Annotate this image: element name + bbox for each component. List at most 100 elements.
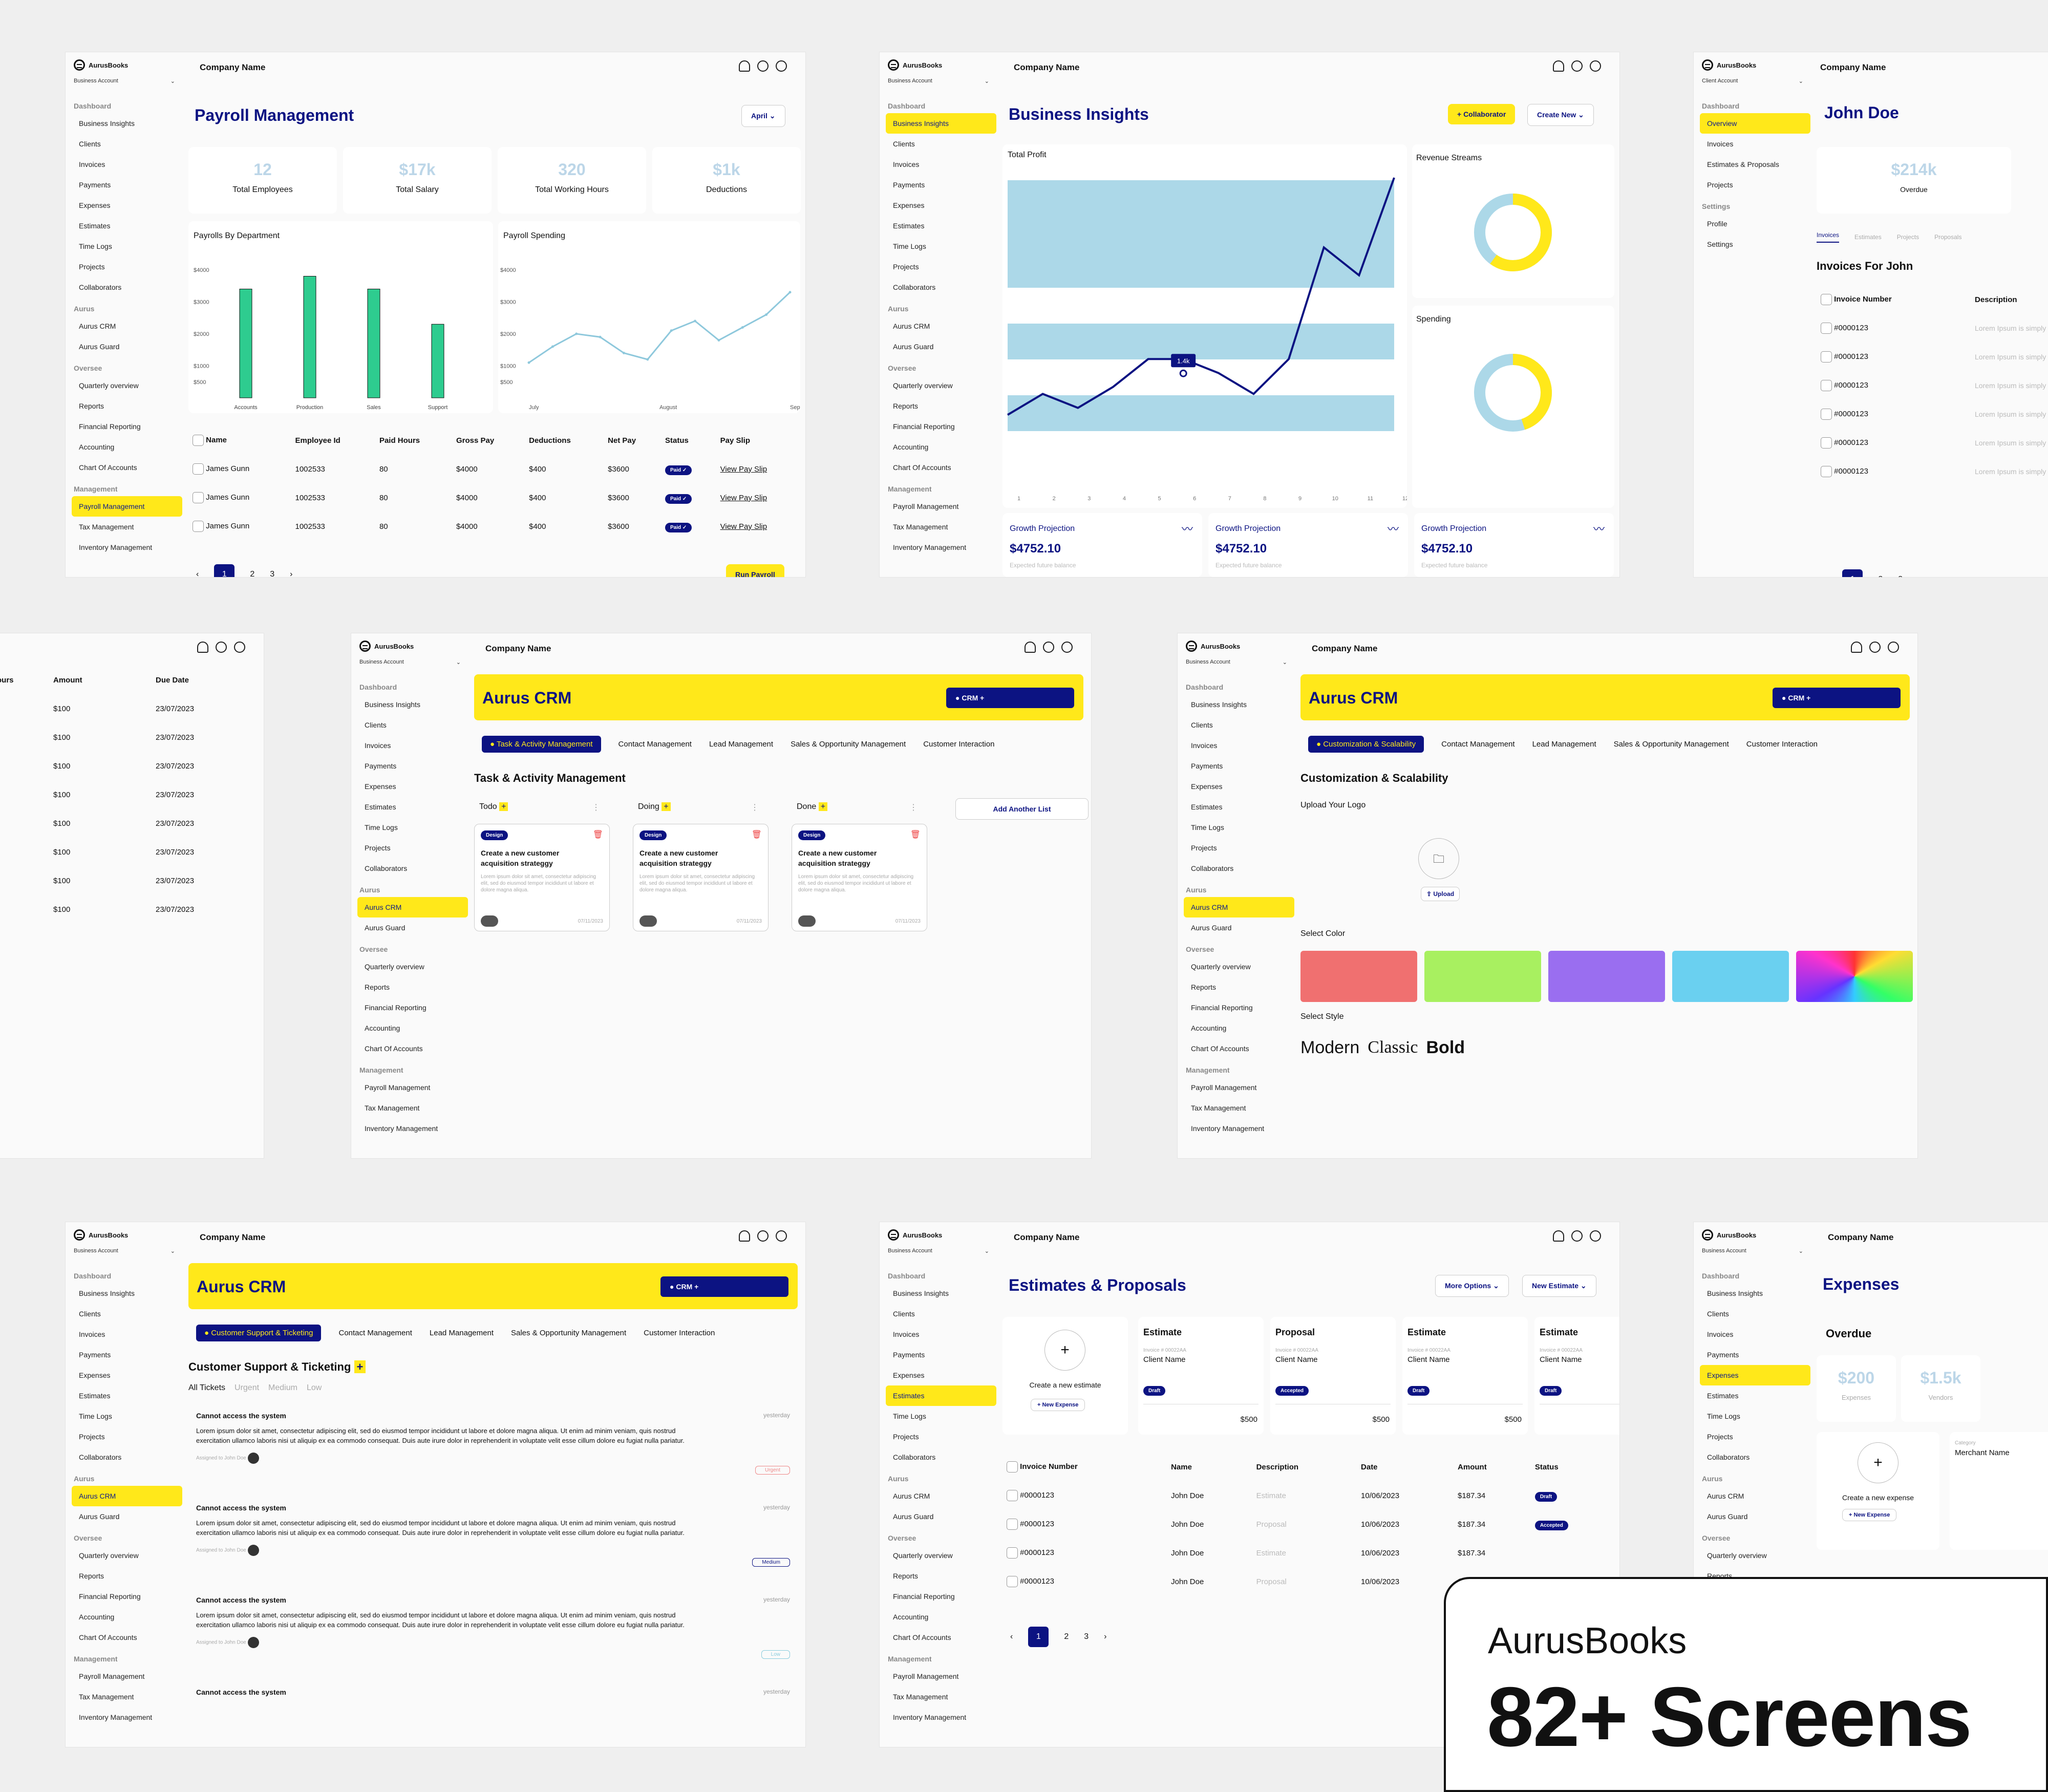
checkbox[interactable] [1821,351,1832,362]
trash-icon[interactable]: 🗑 [910,830,921,839]
checkbox[interactable] [1007,1490,1018,1501]
sidebar-item[interactable]: Aurus Guard [79,343,120,351]
sidebar-item[interactable]: Inventory Management [893,1713,967,1721]
sidebar-item[interactable]: Aurus Guard [893,343,934,351]
bell-icon[interactable] [1553,1230,1564,1242]
sidebar-item[interactable]: Estimates [79,222,111,230]
sidebar-item[interactable]: Tax Management [79,523,134,531]
sidebar-item[interactable]: Chart Of Accounts [893,463,951,472]
sidebar-item[interactable]: Invoices [1707,140,1734,148]
tab[interactable]: ● Task & Activity Management [482,736,601,753]
sidebar-item[interactable]: Payments [893,1351,925,1359]
tab[interactable]: Lead Management [709,740,774,749]
sidebar-item[interactable]: Aurus CRM [1707,1492,1744,1500]
sidebar-item[interactable]: Financial Reporting [1191,1004,1253,1012]
gear-icon[interactable] [1571,1230,1583,1242]
color-swatch[interactable] [1548,951,1665,1002]
sidebar-item[interactable]: Projects [79,263,105,271]
sidebar-item[interactable]: Tax Management [893,1693,948,1701]
tab[interactable]: Sales & Opportunity Management [1613,740,1729,749]
tab[interactable]: Sales & Opportunity Management [791,740,906,749]
sidebar-item[interactable]: Accounting [893,1613,929,1621]
sidebar-item[interactable]: Payments [365,762,397,770]
more-icon[interactable]: ⋮ [909,803,918,812]
sidebar-item[interactable]: Accounting [365,1024,400,1032]
sidebar-item[interactable]: Quarterly overview [893,381,953,390]
sidebar-item[interactable]: Time Logs [79,242,112,250]
sidebar-item[interactable]: Projects [79,1433,105,1441]
estimate-card[interactable]: Estimate Invoice # 00022AA Client Name Draf… [1534,1317,1619,1435]
sidebar-item[interactable]: Payments [79,181,111,189]
user-icon[interactable] [1590,60,1601,72]
sidebar-item[interactable]: Collaborators [893,283,936,291]
checkbox[interactable] [1821,294,1832,305]
sidebar-item[interactable]: Chart Of Accounts [79,463,137,472]
tab[interactable]: Lead Management [1532,740,1596,749]
tab[interactable]: Contact Management [618,740,692,749]
next-icon[interactable]: › [1918,575,1921,577]
sidebar-item[interactable]: Tax Management [893,523,948,531]
sidebar-item[interactable]: Financial Reporting [365,1004,426,1012]
sidebar-item[interactable]: Expenses [1700,1365,1810,1385]
sidebar-item[interactable]: Settings [1707,240,1733,248]
sidebar-item[interactable]: Invoices [1191,741,1218,750]
account-switcher[interactable]: Business Account ⌄ [359,659,468,666]
sidebar-item[interactable]: Aurus CRM [72,1486,182,1506]
estimate-card[interactable]: Estimate Invoice # 00022AA Client Name Draf… [1402,1317,1528,1435]
account-switcher[interactable]: Client Account ⌄ [1702,78,1810,84]
gear-icon[interactable] [757,60,769,72]
sidebar-item[interactable]: Quarterly overview [1191,963,1251,971]
bell-icon[interactable] [197,642,208,653]
sidebar-item[interactable]: Clients [1707,1310,1729,1318]
sidebar-item[interactable]: Chart Of Accounts [365,1044,423,1053]
checkbox[interactable] [1821,409,1832,420]
add-list-button[interactable]: Add Another List [955,798,1089,820]
bell-icon[interactable] [1851,642,1862,653]
bell-icon[interactable] [1025,642,1036,653]
task-card[interactable]: Design 🗑 Create a new customer acquisition… [633,824,769,931]
filter-tab[interactable]: Urgent [234,1383,260,1392]
tab[interactable]: Contact Management [338,1329,412,1337]
sidebar-item[interactable]: Projects [365,844,391,852]
sidebar-item[interactable]: Estimates [1707,1392,1739,1400]
sidebar-item[interactable]: Payroll Management [1191,1083,1257,1092]
sidebar-item[interactable]: Tax Management [365,1104,420,1112]
ticket-item[interactable]: Cannot access the system yesterday Lorem i… [196,1504,800,1591]
tab[interactable]: Customer Interaction [1746,740,1818,749]
plus-icon[interactable]: + [1044,1330,1085,1371]
checkbox[interactable] [1007,1519,1018,1530]
sidebar-item[interactable]: Financial Reporting [893,1592,955,1601]
checkbox[interactable] [193,463,204,475]
gear-icon[interactable] [216,642,227,653]
sidebar-item[interactable]: Collaborators [1191,864,1234,872]
checkbox[interactable] [1821,323,1832,334]
bell-icon[interactable] [1553,60,1564,72]
sidebar-item[interactable]: Business Insights [893,1289,949,1297]
sidebar-item[interactable]: Financial Reporting [79,1592,141,1601]
task-card[interactable]: Design 🗑 Create a new customer acquisition… [792,824,927,931]
prev-icon[interactable]: ‹ [1010,1632,1013,1641]
pay-slip-link[interactable]: View Pay Slip [720,522,767,531]
sidebar-item[interactable]: Reports [893,402,919,410]
sidebar-item[interactable]: Business Insights [1707,1289,1763,1297]
checkbox[interactable] [1007,1576,1018,1587]
user-icon[interactable] [776,60,787,72]
tab[interactable]: Contact Management [1441,740,1515,749]
sidebar-item[interactable]: Collaborators [79,283,122,291]
add-icon[interactable]: + [818,802,828,811]
sidebar-item[interactable]: Projects [1707,181,1733,189]
sidebar-item[interactable]: Expenses [79,1371,111,1379]
next-icon[interactable]: › [290,570,293,577]
gear-icon[interactable] [1571,60,1583,72]
folder-icon[interactable]: 🗀 [1418,838,1459,879]
sidebar-item[interactable]: Reports [893,1572,919,1580]
sidebar-item[interactable]: Projects [893,263,919,271]
sidebar-item[interactable]: Quarterly overview [893,1551,953,1560]
create-expense-card[interactable]: + Create a new expense + New Expense [1817,1432,1939,1550]
sidebar-item[interactable]: Clients [365,721,387,729]
sidebar-item[interactable]: Inventory Management [79,1713,153,1721]
account-switcher[interactable]: Business Account ⌄ [1186,659,1294,666]
tab[interactable]: Proposals [1934,233,1962,241]
user-icon[interactable] [776,1230,787,1242]
color-swatch[interactable] [1300,951,1417,1002]
